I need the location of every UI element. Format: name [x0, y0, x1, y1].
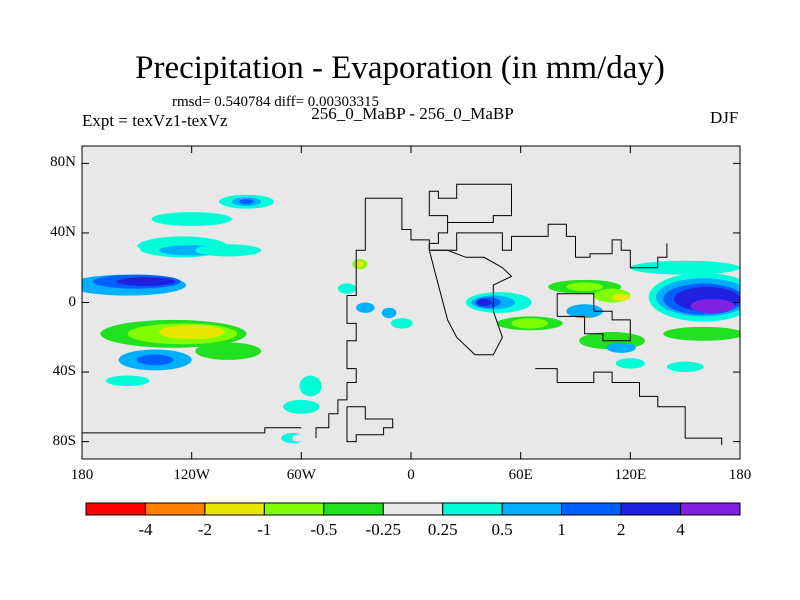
colorbar-swatch-0	[85, 502, 146, 516]
contour-region-43	[606, 342, 636, 353]
coastline-0	[82, 427, 302, 434]
contour-region-24	[390, 318, 413, 329]
x-tick-label: 120E	[614, 467, 647, 483]
x-tick-label: 180	[70, 467, 94, 483]
colorbar-label: 1	[557, 520, 566, 539]
colorbar-swatch-7	[501, 502, 563, 516]
colorbar-label: 0.25	[427, 520, 458, 539]
colorbar-swatch-4	[323, 502, 384, 516]
contour-region-17	[195, 342, 262, 360]
coastline-2	[428, 183, 512, 251]
colorbar-label: -0.5	[310, 520, 338, 539]
chart-title: Precipitation - Evaporation (in mm/day)	[135, 50, 665, 86]
plot-area	[82, 146, 740, 459]
y-tick-label: 40S	[52, 363, 76, 380]
colorbar-swatch-8	[561, 502, 622, 516]
colorbar	[85, 502, 741, 516]
y-tick-label: 80N	[50, 154, 76, 171]
season-label: DJF	[710, 108, 739, 127]
coastline-4	[556, 293, 631, 342]
x-tick-label: 60W	[286, 467, 316, 483]
contour-region-6	[195, 244, 262, 257]
colorbar-label: -4	[138, 520, 153, 539]
contour-region-55	[615, 358, 645, 369]
colorbar-swatch-1	[144, 502, 206, 516]
x-tick-label: 180	[728, 467, 752, 483]
contour-region-38	[566, 282, 603, 292]
contour-region-27	[292, 434, 304, 442]
contour-region-22	[356, 302, 375, 313]
colorbar-label: 2	[616, 520, 626, 539]
x-tick-label: 0	[407, 467, 415, 483]
case-label: 256_0_MaBP - 256_0_MaBP	[311, 104, 514, 123]
coastline-6	[346, 406, 394, 443]
colorbar-swatch-3	[263, 502, 325, 516]
contour-region-16	[136, 354, 174, 366]
contour-region-20	[356, 260, 364, 268]
contour-region-54	[697, 415, 728, 423]
x-tick-label: 120W	[173, 467, 210, 483]
colorbar-label: -0.25	[365, 520, 401, 539]
experiment-label: Expt = texVz1-texVz	[82, 111, 228, 130]
colorbar-swatch-6	[442, 502, 503, 516]
contour-region-50	[663, 326, 740, 341]
colorbar-swatch-5	[382, 502, 444, 516]
colorbar-swatch-2	[204, 502, 265, 516]
contour-region-53	[666, 361, 704, 373]
contour-region-52	[551, 252, 581, 263]
contour-region-49	[690, 299, 735, 313]
colorbar-swatch-9	[620, 502, 682, 516]
contour-region-9	[239, 199, 254, 205]
contour-region-5	[96, 243, 141, 258]
plot-background	[82, 146, 740, 459]
colorbar-label: -1	[257, 520, 272, 539]
contour-region-2	[116, 277, 176, 286]
contour-region-23	[381, 307, 397, 319]
plot-frame	[81, 145, 741, 460]
colorbar-swatch-10	[680, 502, 741, 516]
colorbar-label: 0.5	[491, 520, 513, 539]
y-tick-label: 80S	[52, 432, 76, 449]
contour-region-10	[151, 212, 232, 226]
coastline-5	[535, 368, 723, 446]
contour-region-18	[105, 375, 150, 386]
coastline-3	[428, 249, 513, 356]
y-tick-label: 0	[68, 293, 77, 310]
contour-region-32	[476, 299, 492, 306]
colorbar-label: 4	[676, 520, 685, 539]
contour-region-35	[511, 318, 549, 329]
contour-region-40	[612, 293, 631, 301]
contour-region-25	[283, 399, 320, 414]
contour-region-14	[158, 325, 225, 340]
colorbar-label: -2	[197, 520, 212, 539]
y-tick-label: 40N	[50, 223, 76, 240]
contour-region-21	[337, 283, 357, 294]
stats-label: rmsd= 0.540784 diff= 0.00303315	[172, 94, 380, 110]
contour-region-28	[299, 375, 322, 397]
x-tick-label: 60E	[508, 467, 533, 483]
